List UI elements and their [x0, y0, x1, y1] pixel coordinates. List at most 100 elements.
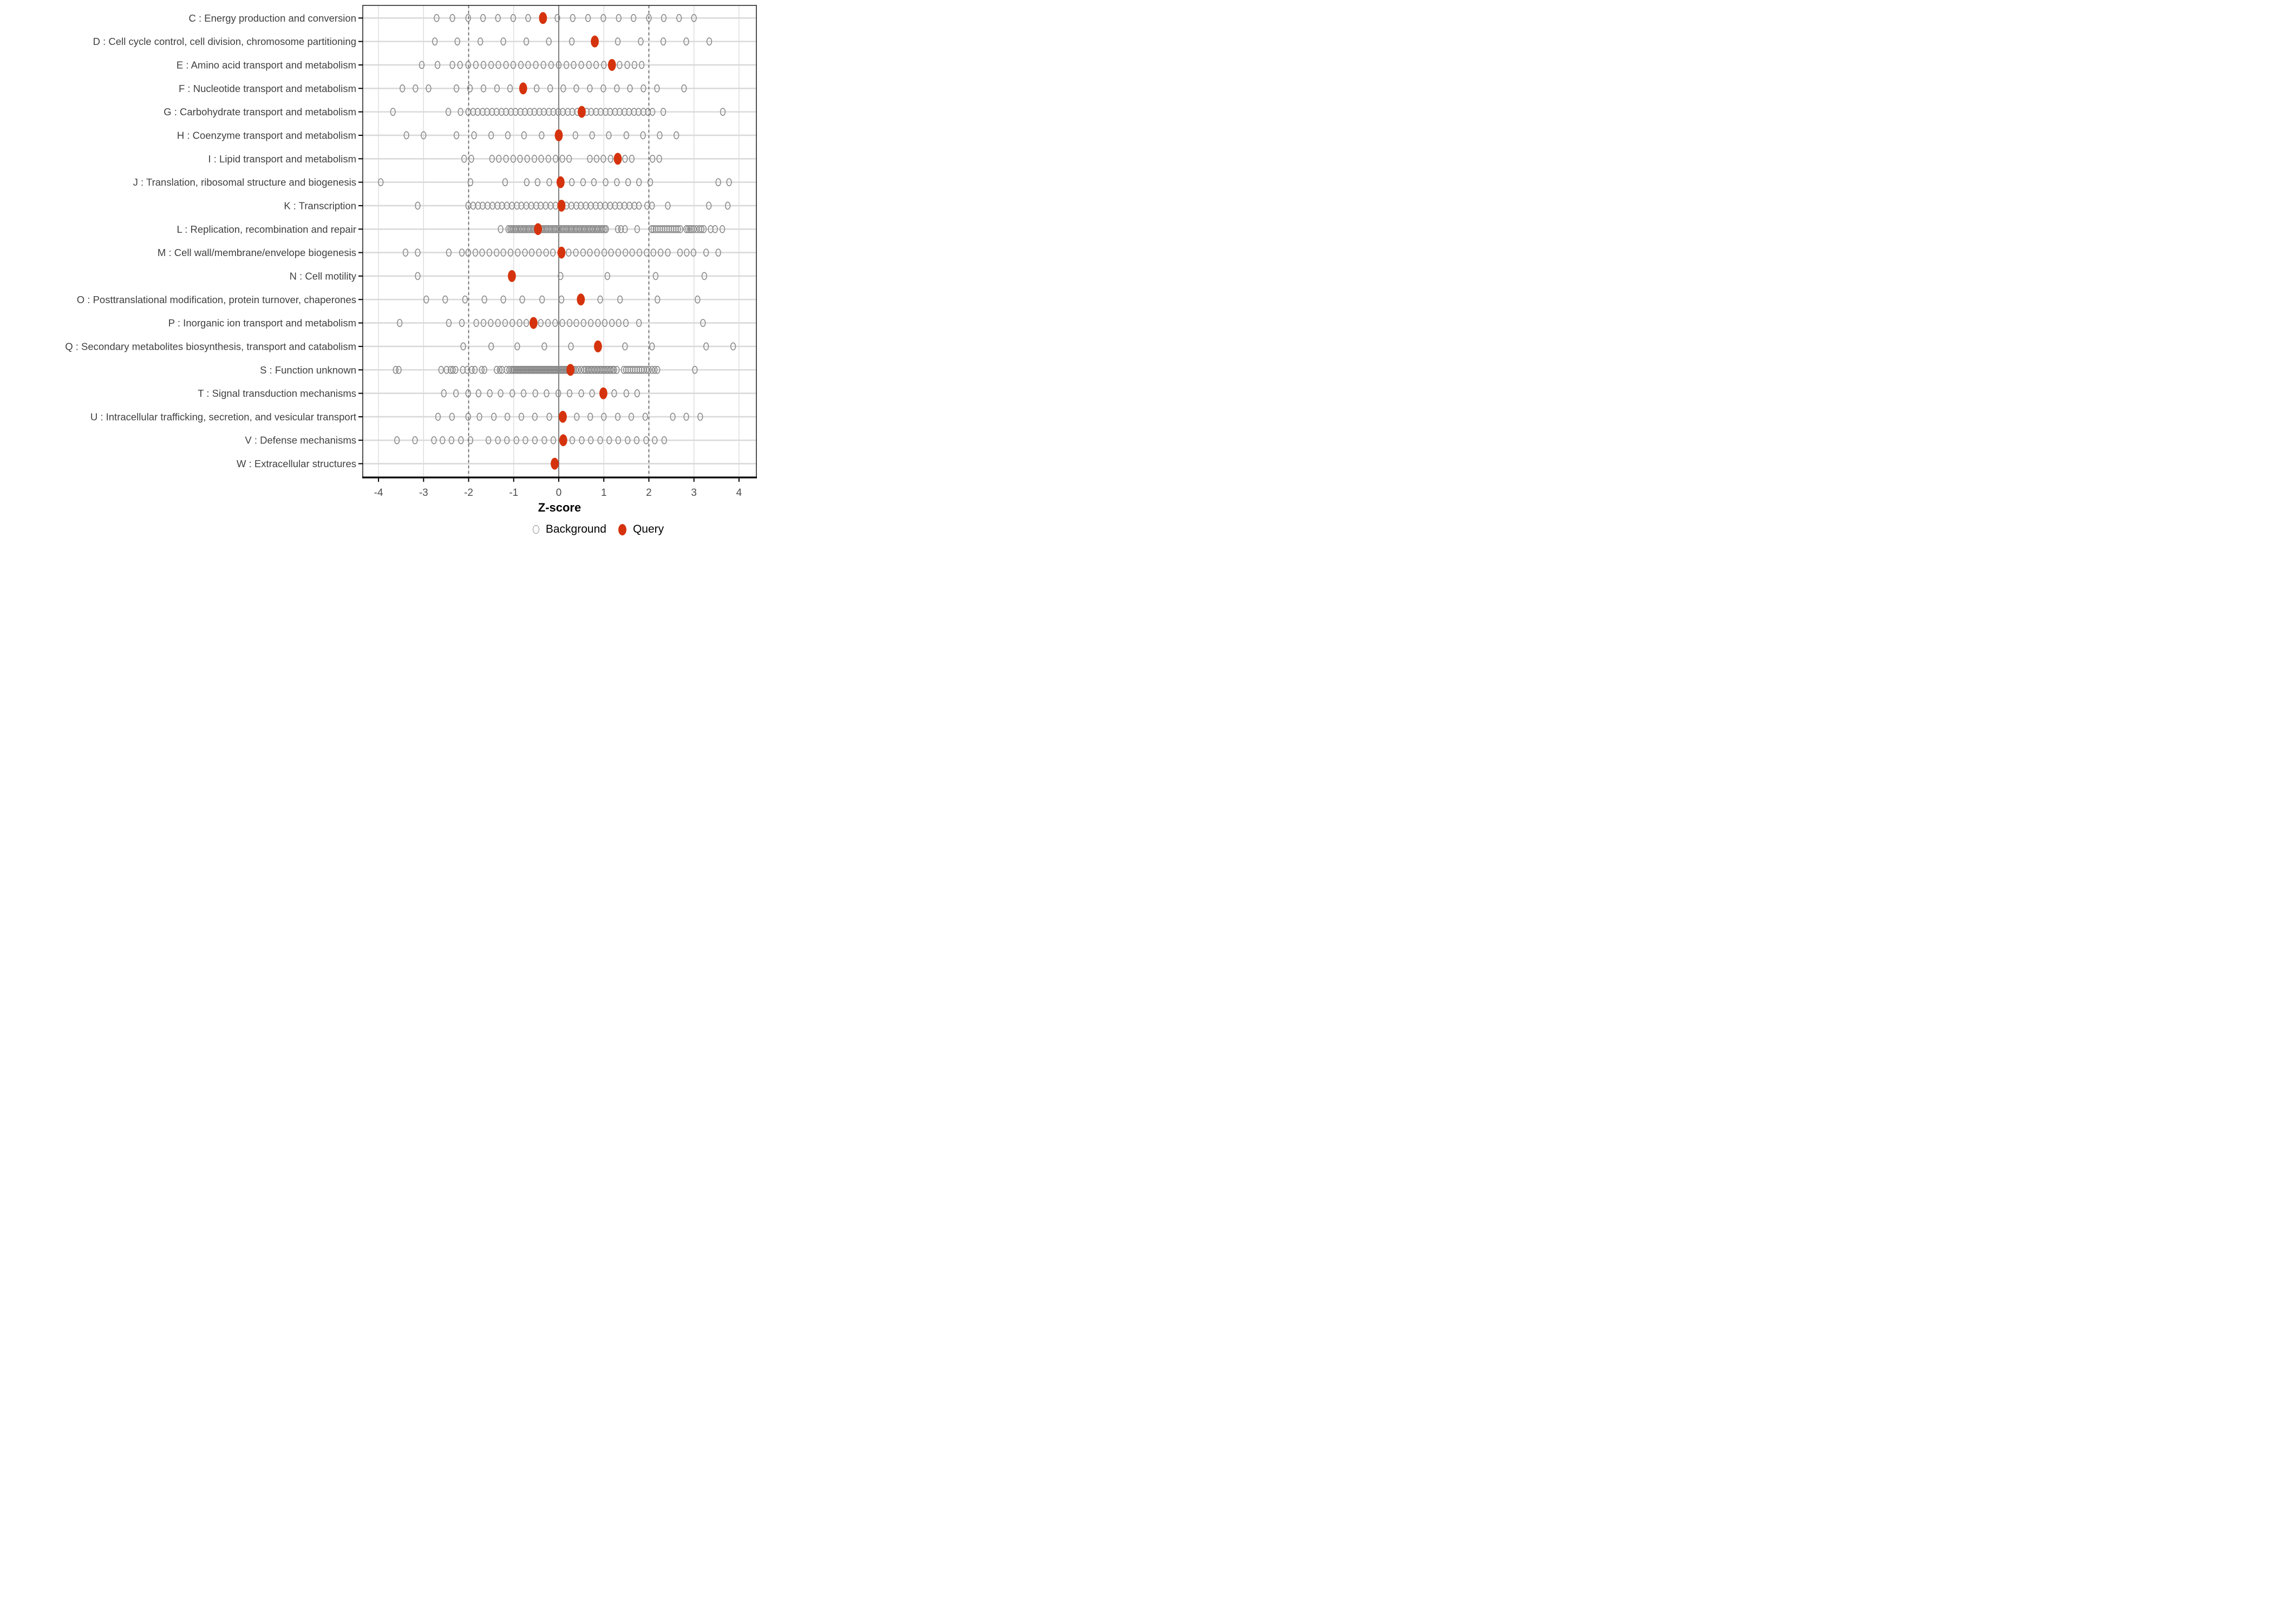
- background-point: [477, 37, 483, 46]
- background-point: [509, 319, 515, 327]
- background-point: [512, 365, 519, 374]
- background-point: [514, 342, 520, 351]
- background-point: [554, 14, 560, 22]
- background-point: [580, 319, 586, 327]
- background-point: [617, 295, 623, 304]
- background-point: [572, 131, 578, 140]
- background-point: [705, 201, 712, 210]
- background-point: [434, 61, 441, 69]
- background-point: [674, 131, 679, 140]
- background-point: [670, 412, 676, 421]
- background-point: [576, 365, 581, 374]
- background-point: [480, 61, 487, 69]
- background-point: [467, 84, 473, 93]
- background-point: [421, 131, 427, 140]
- background-point: [573, 84, 579, 93]
- background-point: [520, 365, 527, 374]
- background-point: [528, 248, 535, 257]
- category-row-M: [402, 246, 721, 259]
- background-point: [531, 365, 538, 374]
- query-point: [594, 340, 602, 352]
- background-point: [402, 248, 409, 257]
- background-point: [510, 61, 517, 69]
- background-point: [614, 178, 620, 187]
- background-point: [580, 178, 586, 187]
- background-point: [449, 412, 455, 421]
- background-point: [550, 248, 556, 257]
- background-point: [488, 319, 494, 327]
- background-point: [629, 248, 635, 257]
- background-point: [535, 365, 541, 374]
- background-point: [587, 248, 593, 257]
- background-point: [559, 154, 565, 163]
- background-point: [600, 225, 606, 233]
- background-point: [730, 342, 736, 351]
- query-point: [529, 317, 538, 329]
- x-tick-label: -2: [464, 487, 473, 499]
- background-point: [560, 365, 566, 374]
- y-axis-label: G : Carbohydrate transport and metabolis…: [164, 106, 356, 117]
- y-axis-label: P : Inorganic ion transport and metaboli…: [168, 317, 356, 329]
- background-point: [514, 365, 520, 374]
- background-point: [426, 84, 432, 93]
- background-point: [660, 108, 666, 116]
- background-point: [568, 37, 575, 46]
- category-row-J: [378, 176, 732, 188]
- background-point: [649, 365, 655, 374]
- background-point: [479, 365, 485, 374]
- query-point: [534, 223, 543, 235]
- background-point: [480, 84, 487, 93]
- background-point: [633, 436, 640, 444]
- background-point: [677, 248, 683, 257]
- background-point: [546, 37, 552, 46]
- background-point: [650, 248, 656, 257]
- y-axis-label: D : Cell cycle control, cell division, c…: [93, 36, 356, 47]
- background-point: [500, 248, 506, 257]
- background-point: [591, 178, 597, 187]
- background-point: [525, 61, 531, 69]
- background-point: [568, 178, 575, 187]
- background-point: [518, 61, 524, 69]
- background-point: [467, 178, 474, 187]
- background-point: [683, 412, 689, 421]
- background-point: [495, 14, 501, 22]
- background-point: [502, 319, 508, 327]
- background-point: [413, 84, 419, 93]
- background-point: [607, 154, 613, 163]
- category-row-E: [419, 58, 645, 71]
- background-point: [545, 154, 552, 163]
- background-point: [624, 61, 630, 69]
- category-row-F: [399, 82, 687, 95]
- background-point: [652, 272, 659, 280]
- background-point: [495, 436, 501, 444]
- background-point: [622, 342, 628, 351]
- background-point: [419, 61, 425, 69]
- background-point: [690, 248, 697, 257]
- background-point: [701, 272, 708, 280]
- background-point: [533, 61, 539, 69]
- background-point: [638, 37, 644, 46]
- background-point: [465, 248, 471, 257]
- background-point: [546, 412, 552, 421]
- background-point: [399, 84, 406, 93]
- x-tick-label: -1: [509, 487, 518, 499]
- query-point: [607, 58, 616, 71]
- background-point: [697, 412, 703, 421]
- background-point: [558, 365, 565, 374]
- background-point: [623, 389, 630, 397]
- background-point: [518, 365, 524, 374]
- background-point: [472, 248, 479, 257]
- background-point: [460, 342, 466, 351]
- background-point: [615, 37, 621, 46]
- category-row-W: [551, 457, 559, 470]
- background-point: [515, 365, 521, 374]
- background-point: [587, 154, 593, 163]
- background-point: [432, 37, 438, 46]
- background-point: [571, 61, 577, 69]
- background-point: [593, 61, 599, 69]
- background-point: [701, 225, 707, 233]
- background-point: [378, 178, 384, 187]
- y-axis-label: U : Intracellular trafficking, secretion…: [90, 411, 356, 422]
- background-point: [517, 365, 522, 374]
- y-axis-label: O : Posttranslational modification, prot…: [77, 294, 356, 305]
